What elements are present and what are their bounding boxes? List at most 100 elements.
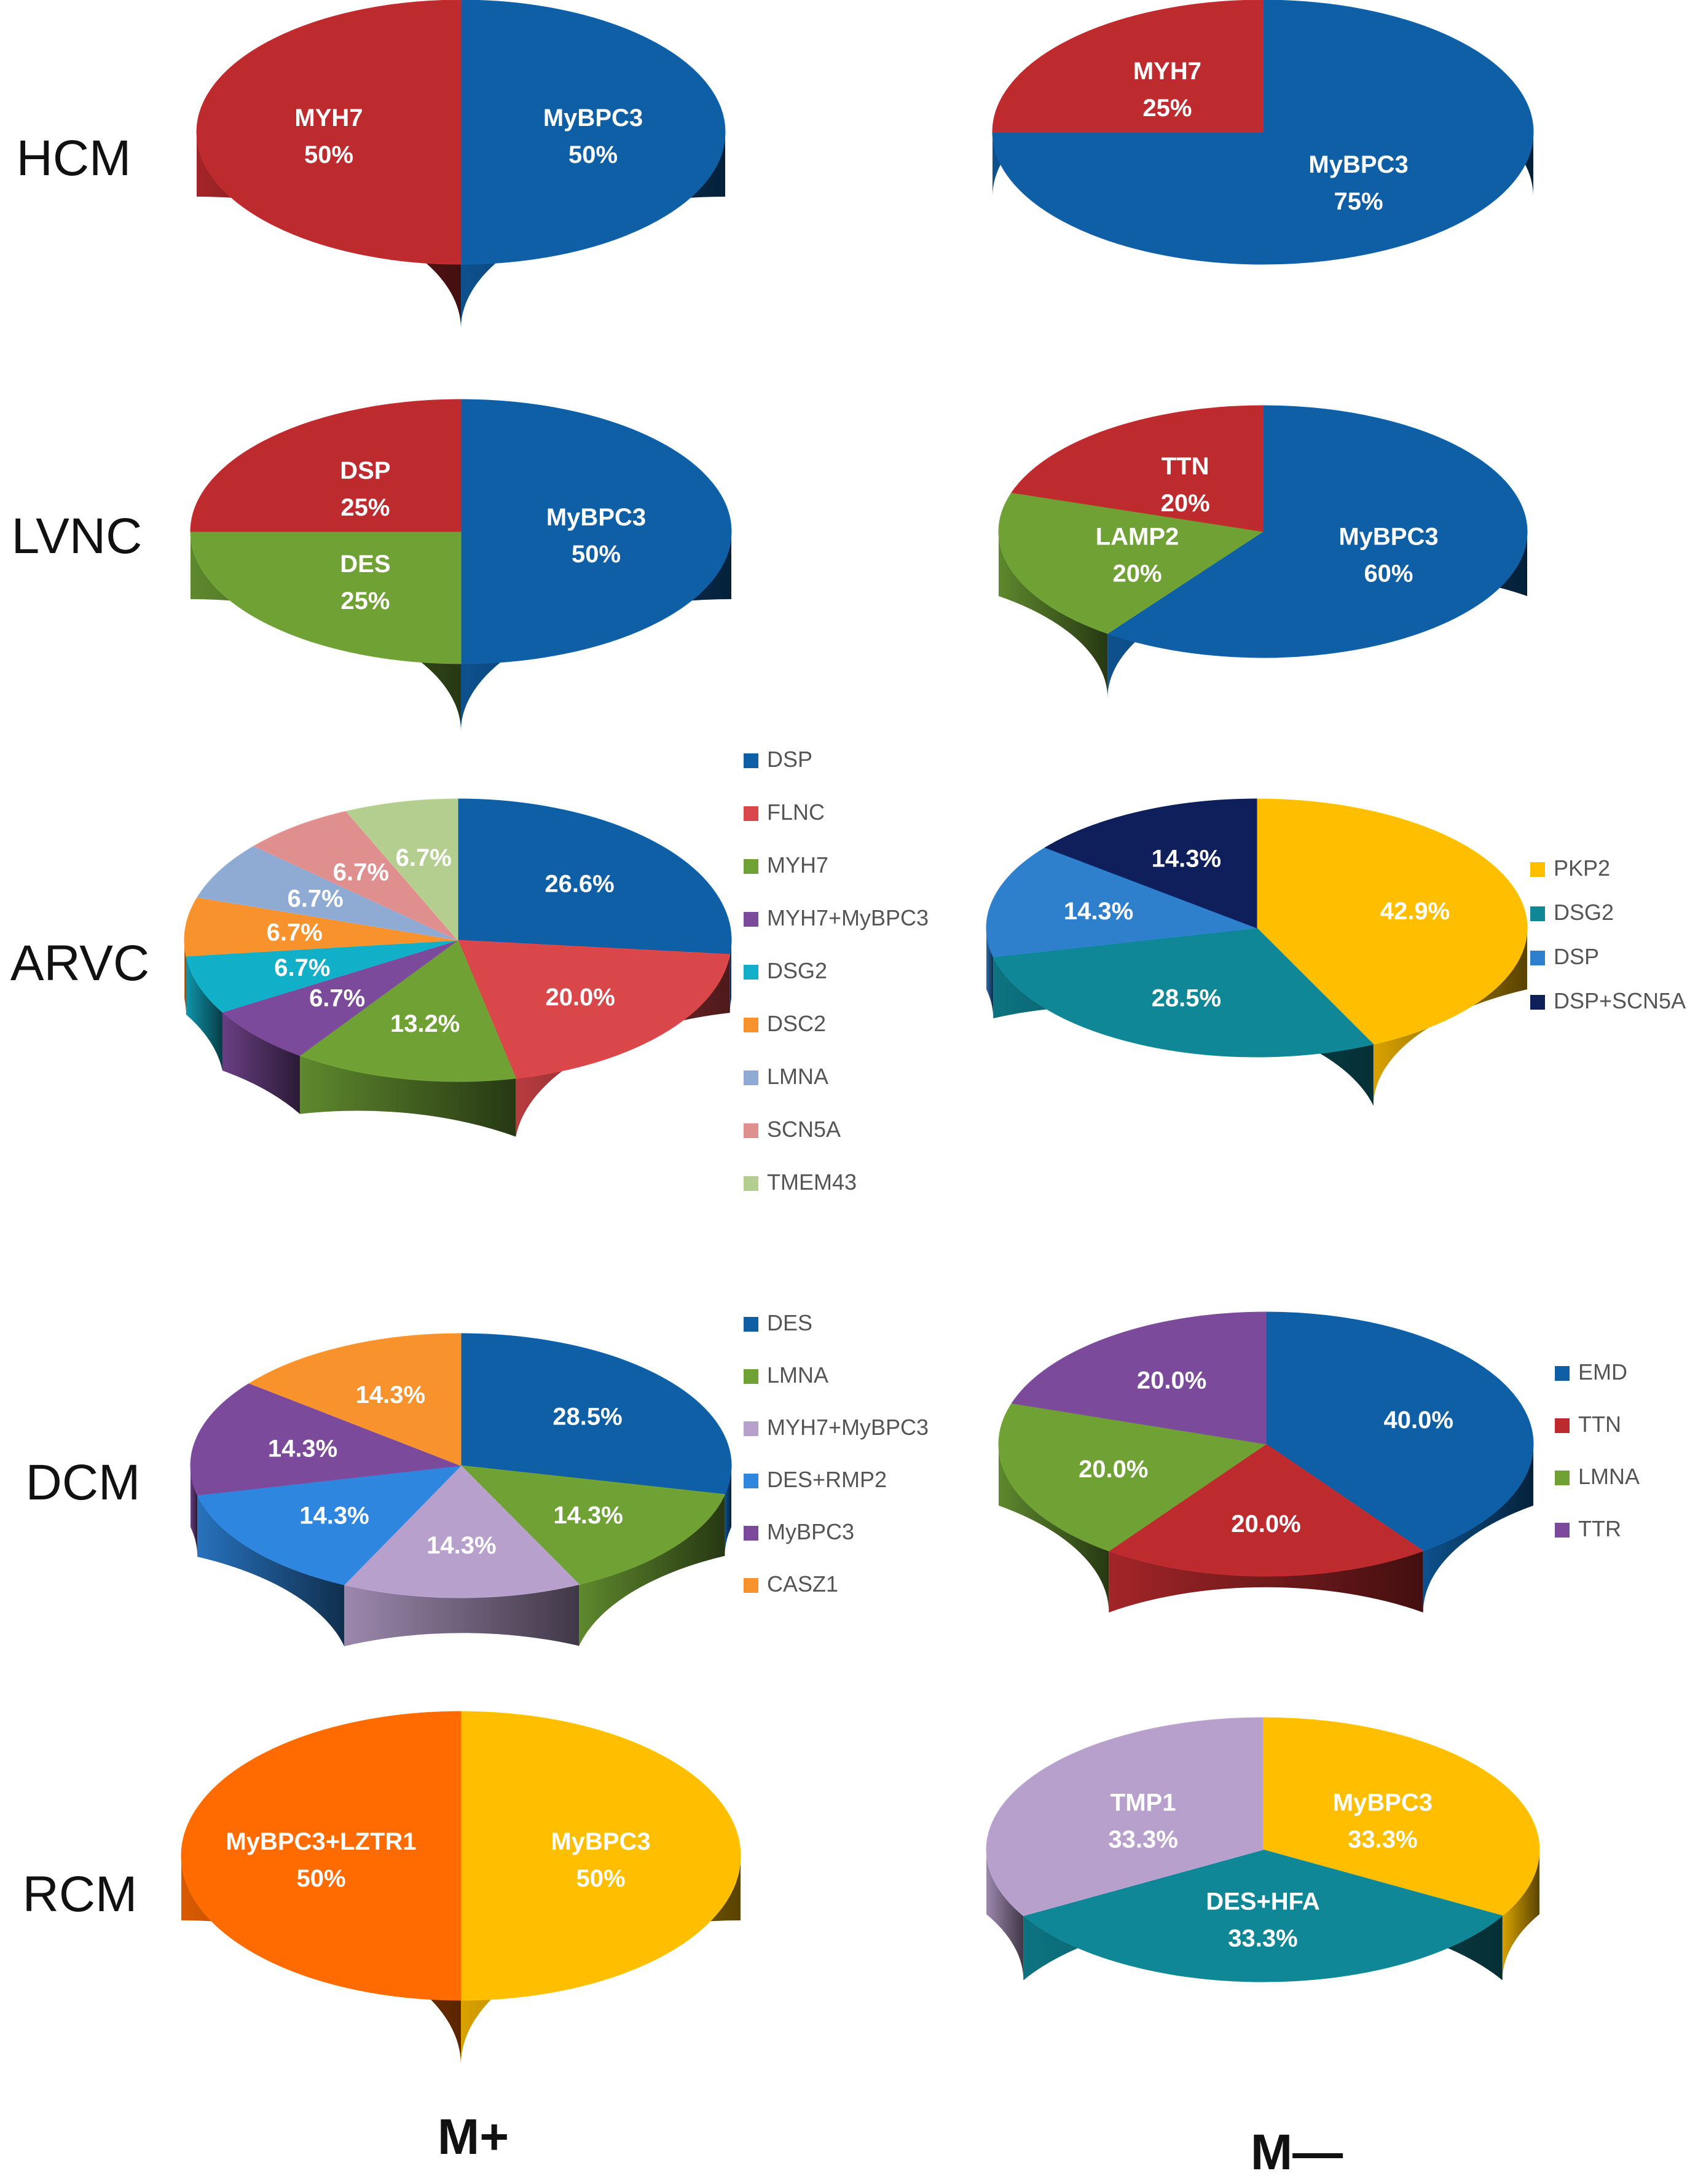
row-label-hcm: HCM bbox=[17, 130, 132, 186]
slice-label-ttn: 20.0% bbox=[1231, 1510, 1300, 1538]
row-labels: HCM LVNC ARVC DCM RCM bbox=[10, 130, 149, 1922]
pie-chart-lvnc-m-plus: MyBPC3 50% DES 25% DSP 25% bbox=[190, 399, 732, 731]
slice-label-mybpc3: 14.3% bbox=[268, 1435, 337, 1462]
slice-dsc2 bbox=[184, 897, 458, 957]
slice-value-mybpc3: 50% bbox=[576, 1865, 625, 1892]
slice-label-mybpc3: MyBPC3 50% bbox=[546, 504, 646, 568]
slice-value-flnc: 20.0% bbox=[545, 984, 615, 1011]
slice-label-myh7-mybpc3: 14.3% bbox=[426, 1532, 496, 1559]
legend-label: MYH7 bbox=[767, 852, 828, 878]
slice-lamp2 bbox=[998, 492, 1264, 634]
legend-item-tmem43: TMEM43 bbox=[744, 1169, 857, 1195]
slice-value-myh7: 50% bbox=[304, 141, 353, 168]
slice-label-emd: 40.0% bbox=[1384, 1407, 1453, 1434]
pie-chart-arvc-m-minus: 42.9% 28.5% 14.3% 14.3% PKP2 DSG2 DSP DSP+SCN5A bbox=[986, 798, 1686, 1106]
slice-label-myh7: MYH7 25% bbox=[1133, 58, 1201, 122]
pie-chart-arvc-m-plus: 26.6%20.0%13.2%6.7%6.7%6.7%6.7%6.7%6.7%D… bbox=[184, 747, 929, 1195]
slice-pkp2 bbox=[1256, 798, 1528, 1045]
slice-dsg2 bbox=[186, 940, 458, 1013]
legend-label: LMNA bbox=[767, 1064, 828, 1089]
slice-mybpc3 bbox=[1107, 405, 1528, 658]
legend-item-dsp: DSP bbox=[1530, 944, 1599, 969]
slice-name-dsp: DSP bbox=[340, 457, 390, 484]
slice-name-des-hfa: DES+HFA bbox=[1206, 1888, 1320, 1915]
slice-label-dsp: 14.3% bbox=[1064, 898, 1133, 925]
legend: DES LMNA MYH7+MyBPC3 DES+RMP2 MyBPC3 CASZ1 bbox=[744, 1310, 929, 1597]
legend-item-ttn: TTN bbox=[1555, 1412, 1621, 1437]
slice-value-lmna: 20.0% bbox=[1079, 1456, 1148, 1483]
legend-swatch bbox=[744, 753, 758, 768]
legend-label: DES+RMP2 bbox=[767, 1467, 887, 1492]
legend-swatch bbox=[1530, 862, 1545, 877]
slice-mybpc3 bbox=[1262, 1717, 1540, 1917]
slice-label-dsp-scn5a: 14.3% bbox=[1152, 846, 1221, 873]
pie-chart-rcm-m-plus: MyBPC3 50% MyBPC3+LZTR1 50% bbox=[181, 1711, 741, 2065]
legend-swatch bbox=[1530, 995, 1545, 1010]
legend-item-dsc2: DSC2 bbox=[744, 1011, 826, 1036]
slice-casz1 bbox=[248, 1333, 462, 1466]
slice-name-mybpc3-lztr1: MyBPC3+LZTR1 bbox=[226, 1828, 416, 1855]
slice-value-mybpc3: 50% bbox=[572, 541, 621, 568]
slice-value-ttr: 20.0% bbox=[1137, 1367, 1206, 1394]
slice-myh7-mybpc3 bbox=[221, 940, 458, 1056]
legend-item-des-rmp2: DES+RMP2 bbox=[744, 1467, 887, 1492]
slice-value-lmna: 14.3% bbox=[553, 1502, 623, 1529]
slice-label-mybpc3: MyBPC3 75% bbox=[1308, 151, 1408, 215]
legend-item-lmna: LMNA bbox=[744, 1064, 828, 1089]
slice-side-dsp bbox=[729, 940, 731, 1013]
slice-label-des-hfa: DES+HFA 33.3% bbox=[1206, 1888, 1320, 1952]
slice-value-casz1: 14.3% bbox=[356, 1381, 425, 1408]
slice-value-myh7: 25% bbox=[1142, 95, 1192, 122]
slice-ttr bbox=[1011, 1311, 1267, 1445]
pie-chart-hcm-m-plus: MyBPC3 50% MYH7 50% bbox=[196, 0, 726, 329]
slice-lmna bbox=[197, 846, 458, 941]
legend-swatch bbox=[744, 1369, 758, 1384]
slice-name-mybpc3: MyBPC3 bbox=[1308, 151, 1408, 178]
slice-value-mybpc3: 60% bbox=[1364, 560, 1413, 587]
slice-myh7 bbox=[196, 0, 462, 265]
slice-name-myh7: MYH7 bbox=[294, 104, 363, 132]
legend-label: DSP bbox=[1554, 944, 1599, 969]
slice-mybpc3 bbox=[460, 399, 732, 664]
slice-label-mybpc3-lztr1: MyBPC3+LZTR1 50% bbox=[226, 1828, 416, 1892]
slice-label-myh7: 13.2% bbox=[390, 1010, 460, 1037]
slice-label-myh7-mybpc3: 6.7% bbox=[309, 985, 365, 1012]
slice-name-ttn: TTN bbox=[1162, 453, 1209, 480]
legend-label: MYH7+MyBPC3 bbox=[767, 905, 929, 930]
legend-label: TTN bbox=[1578, 1412, 1621, 1437]
legend-swatch bbox=[1530, 951, 1545, 965]
slice-name-mybpc3: MyBPC3 bbox=[551, 1828, 650, 1855]
slice-side-myh7-mybpc3 bbox=[222, 1012, 300, 1114]
slice-label-dsp: DSP 25% bbox=[340, 457, 390, 521]
pie-chart-rcm-m-minus: MyBPC3 33.3% DES+HFA 33.3% TMP1 33.3% bbox=[986, 1717, 1540, 1982]
slice-myh7 bbox=[299, 940, 517, 1082]
legend-item-mybpc3: MyBPC3 bbox=[744, 1519, 854, 1544]
legend-item-dsg2: DSG2 bbox=[744, 958, 827, 983]
charts-layer: MyBPC3 50% MYH7 50% MyBPC3 75% MYH7 25% MyBPC3 50… bbox=[181, 0, 1686, 2065]
slice-label-casz1: 14.3% bbox=[356, 1381, 425, 1408]
legend-label: DSG2 bbox=[1554, 900, 1614, 925]
legend-label: DSC2 bbox=[767, 1011, 826, 1036]
slice-mybpc3 bbox=[992, 0, 1534, 265]
slice-value-dsp: 26.6% bbox=[544, 870, 614, 897]
pie-chart-hcm-m-minus: MyBPC3 75% MYH7 25% bbox=[992, 0, 1534, 265]
slice-value-ttn: 20% bbox=[1161, 490, 1210, 517]
slice-value-myh7-mybpc3: 6.7% bbox=[309, 985, 365, 1012]
legend-label: DSP bbox=[767, 747, 812, 772]
slice-label-des-rmp2: 14.3% bbox=[299, 1502, 369, 1530]
legend-item-casz1: CASZ1 bbox=[744, 1571, 838, 1597]
legend-label: PKP2 bbox=[1554, 855, 1610, 881]
slice-value-dsp: 25% bbox=[340, 494, 390, 521]
slice-tmem43 bbox=[345, 798, 458, 941]
legend-item-myh7-mybpc3: MYH7+MyBPC3 bbox=[744, 905, 929, 930]
legend-swatch bbox=[744, 912, 758, 927]
legend-label: FLNC bbox=[767, 799, 825, 825]
slice-value-des-rmp2: 14.3% bbox=[299, 1502, 369, 1530]
legend-swatch bbox=[744, 1474, 758, 1488]
slice-value-pkp2: 42.9% bbox=[1380, 898, 1450, 925]
legend-label: DSG2 bbox=[767, 958, 827, 983]
slice-value-des: 28.5% bbox=[552, 1403, 622, 1430]
legend-swatch bbox=[744, 806, 758, 821]
slice-tmp1 bbox=[986, 1717, 1264, 1917]
